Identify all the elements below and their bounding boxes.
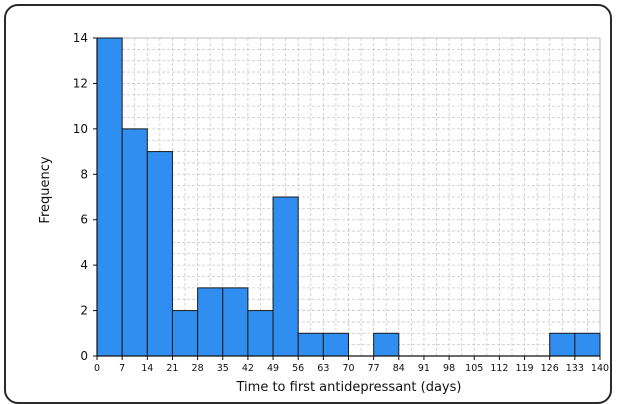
x-tick-label: 0 [94,363,100,374]
x-tick-label: 14 [141,363,153,374]
y-tick-label: 2 [80,304,88,318]
x-tick-label: 119 [515,363,533,374]
x-tick-label: 7 [119,363,125,374]
histogram-bar [373,332,400,357]
histogram-bar [574,332,601,357]
histogram-bar [222,287,249,357]
x-tick-label: 105 [465,363,483,374]
y-tick-label: 10 [73,122,88,136]
histogram-bar [247,310,274,357]
histogram-bar [272,196,299,357]
histogram-bar [197,287,224,357]
x-tick-label: 77 [368,363,380,374]
x-tick-label: 133 [566,363,584,374]
histogram-bar [549,332,576,357]
histogram-bar [96,37,123,357]
x-tick-label: 63 [317,363,329,374]
x-tick-label: 42 [242,363,254,374]
x-tick-label: 56 [292,363,304,374]
y-tick-label: 8 [80,167,88,181]
axes [93,37,601,360]
x-tick-label: 112 [490,363,508,374]
y-tick-label: 14 [73,31,88,45]
y-tick-label: 12 [73,76,88,90]
x-tick-label: 70 [342,363,354,374]
x-tick-label: 35 [217,363,229,374]
x-tick-label: 49 [267,363,279,374]
histogram-bar [297,332,324,357]
y-tick-label: 6 [80,213,88,227]
x-tick-label: 21 [166,363,178,374]
x-tick-label: 84 [393,363,405,374]
x-tick-labels: 0 7 14 21 28 35 42 49 56 63 70 77 84 91 98 105 112 119 126… [94,363,609,374]
y-tick-labels: 0 2 4 6 8 10 12 14 [73,31,88,363]
histogram-bar [121,128,148,357]
x-tick-label: 140 [591,363,609,374]
y-tick-label: 4 [80,258,88,272]
x-tick-label: 98 [443,363,455,374]
x-tick-label: 28 [192,363,204,374]
x-tick-label: 126 [541,363,559,374]
x-axis-title: Time to first antidepressant (days) [236,380,462,395]
y-axis-title: Frequency [38,156,53,223]
x-tick-label: 91 [418,363,430,374]
histogram-bar [171,310,199,357]
histogram-bar [146,151,173,357]
histogram-bar [322,332,350,357]
y-tick-label: 0 [80,349,88,363]
